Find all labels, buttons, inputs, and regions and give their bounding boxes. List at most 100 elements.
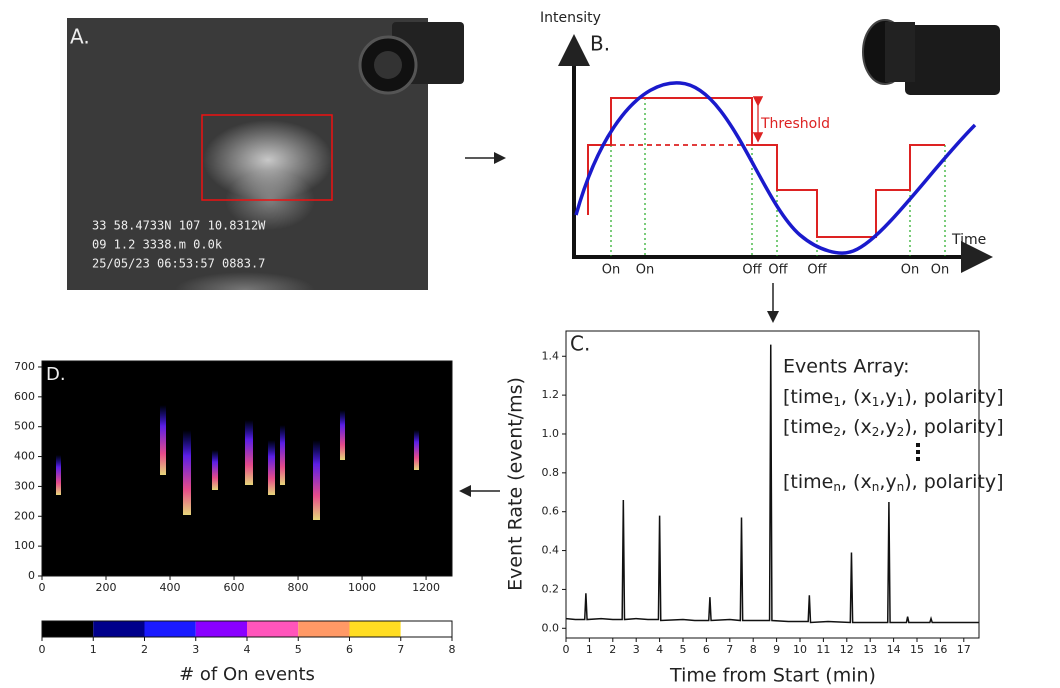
panel-label: A. bbox=[70, 25, 90, 49]
colorbar-tick-label: 2 bbox=[141, 643, 148, 656]
event-label: Off bbox=[807, 263, 827, 278]
y-axis-label: Event Rate (event/ms) bbox=[505, 377, 527, 591]
heatmap-streaks bbox=[56, 405, 419, 520]
event-rate-line bbox=[565, 344, 979, 624]
x-tick-label: 11 bbox=[816, 643, 830, 656]
annotation-text: ), polarity] bbox=[904, 386, 1003, 408]
x-tick-label: 8 bbox=[750, 643, 757, 656]
x-tick-label: 3 bbox=[633, 643, 640, 656]
overlay-text: 09 1.2 3338.m 0.0k bbox=[92, 238, 223, 252]
colorbar-segment bbox=[247, 621, 299, 637]
y-tick-label: 400 bbox=[14, 450, 35, 463]
annotation-text: ,y bbox=[879, 386, 896, 408]
event-label: On bbox=[636, 263, 654, 278]
colorbar-segment bbox=[349, 621, 401, 637]
axis-label: Intensity bbox=[540, 10, 601, 26]
colorbar-tick-label: 7 bbox=[397, 643, 404, 656]
colorbar-segment bbox=[144, 621, 196, 637]
panel-a: A. 33 58.4733N 107 10.8312W 09 1.2 3338.… bbox=[67, 18, 464, 308]
colorbar-tick-label: 6 bbox=[346, 643, 353, 656]
annotation-text: , (x bbox=[841, 416, 872, 438]
ellipsis bbox=[916, 443, 920, 461]
colorbar-segment bbox=[42, 621, 94, 637]
annotation-text: ), polarity] bbox=[904, 471, 1003, 493]
panel-c: C. Time from Start (min) Event Rate (eve… bbox=[505, 330, 1004, 687]
panel-b: Intensity Time B. Threshold On On Off Of… bbox=[540, 10, 1000, 278]
x-tick-label: 9 bbox=[773, 643, 780, 656]
y-tick-label: 1.4 bbox=[542, 349, 560, 362]
x-tick-label: 800 bbox=[288, 581, 309, 594]
event-label: On bbox=[931, 263, 949, 278]
annotation-line: [time2, (x2,y2), polarity] bbox=[783, 416, 1004, 439]
x-tick-label: 200 bbox=[96, 581, 117, 594]
x-tick-label: 15 bbox=[910, 643, 924, 656]
x-tick-label: 400 bbox=[160, 581, 181, 594]
y-tick-label: 0.6 bbox=[542, 505, 560, 518]
colorbar-tick-label: 0 bbox=[39, 643, 46, 656]
annotation-text: [time bbox=[783, 386, 833, 408]
subscript: 1 bbox=[897, 395, 905, 409]
subscript: 2 bbox=[897, 425, 905, 439]
subscript: n bbox=[833, 480, 841, 494]
event-label: Off bbox=[768, 263, 788, 278]
x-tick-label: 5 bbox=[679, 643, 686, 656]
y-tick-label: 700 bbox=[14, 360, 35, 373]
camera-icon bbox=[862, 19, 1000, 95]
y-tick-label: 600 bbox=[14, 390, 35, 403]
x-tick-label: 1000 bbox=[348, 581, 376, 594]
annotation-text: ), polarity] bbox=[904, 416, 1003, 438]
colorbar-tick-label: 1 bbox=[90, 643, 97, 656]
event-label: On bbox=[901, 263, 919, 278]
x-tick-label: 0 bbox=[39, 581, 46, 594]
x-tick-label: 16 bbox=[933, 643, 947, 656]
threshold-label: Threshold bbox=[760, 116, 830, 132]
x-tick-label: 10 bbox=[793, 643, 807, 656]
x-tick-label: 6 bbox=[703, 643, 710, 656]
x-axis-label: Time from Start (min) bbox=[669, 665, 876, 687]
intensity-curve bbox=[574, 81, 977, 255]
y-tick-label: 1.0 bbox=[542, 427, 560, 440]
panel-label: C. bbox=[570, 332, 590, 356]
annotation-text: ,y bbox=[879, 471, 896, 493]
overlay-text: 25/05/23 06:53:57 0883.7 bbox=[92, 257, 265, 271]
x-tick-label: 1 bbox=[586, 643, 593, 656]
subscript: 1 bbox=[833, 395, 841, 409]
annotation-line: [time1, (x1,y1), polarity] bbox=[783, 386, 1004, 409]
annotation-text: ,y bbox=[879, 416, 896, 438]
x-tick-label: 0 bbox=[563, 643, 570, 656]
y-tick-label: 500 bbox=[14, 420, 35, 433]
event-label: On bbox=[602, 263, 620, 278]
y-tick-label: 100 bbox=[14, 539, 35, 552]
axis-label: Time bbox=[951, 232, 986, 248]
colorbar-segment bbox=[400, 621, 452, 637]
y-tick-label: 200 bbox=[14, 509, 35, 522]
x-tick-label: 4 bbox=[656, 643, 663, 656]
plot-frame bbox=[41, 360, 453, 577]
subscript: n bbox=[872, 480, 880, 494]
overlay-text: 33 58.4733N 107 10.8312W bbox=[92, 219, 266, 233]
y-tick-label: 0.8 bbox=[542, 466, 560, 479]
camera-icon bbox=[358, 22, 464, 95]
annotation-title: Events Array: bbox=[783, 356, 910, 378]
x-tick-label: 14 bbox=[887, 643, 901, 656]
y-tick-label: 300 bbox=[14, 479, 35, 492]
subscript: n bbox=[897, 480, 905, 494]
x-tick-label: 2 bbox=[609, 643, 616, 656]
y-tick-label: 1.2 bbox=[542, 388, 560, 401]
colorbar-tick-label: 4 bbox=[244, 643, 251, 656]
annotation-text: , (x bbox=[841, 386, 872, 408]
panel-d: D. # of On events 0 200 400 600 800 1000 12000… bbox=[14, 360, 456, 685]
x-tick-label: 600 bbox=[224, 581, 245, 594]
subscript: 1 bbox=[872, 395, 880, 409]
annotation-text: [time bbox=[783, 416, 833, 438]
colorbar-segment bbox=[93, 621, 145, 637]
highlight-box bbox=[201, 114, 333, 201]
x-tick-label: 17 bbox=[957, 643, 971, 656]
colorbar-segment bbox=[195, 621, 247, 637]
x-tick-label: 1200 bbox=[412, 581, 440, 594]
annotation-text: , (x bbox=[841, 471, 872, 493]
x-tick-label: 13 bbox=[863, 643, 877, 656]
subscript: 2 bbox=[872, 425, 880, 439]
colorbar-segment bbox=[298, 621, 350, 637]
